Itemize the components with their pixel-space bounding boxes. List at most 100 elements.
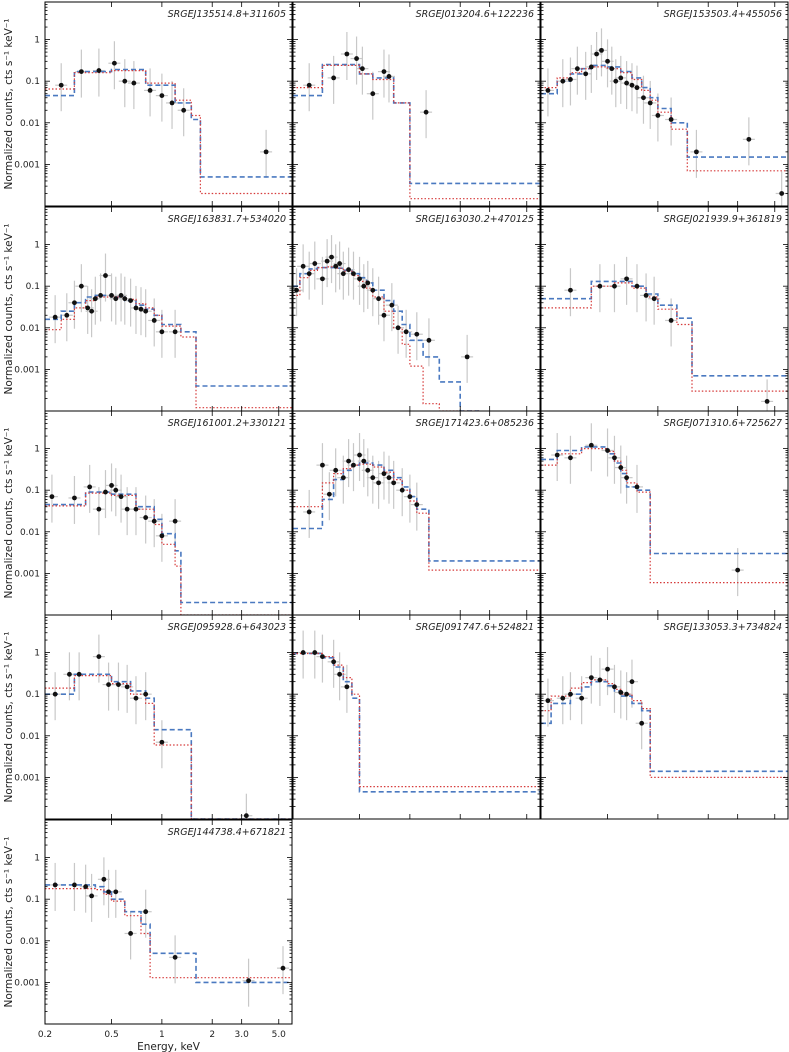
data-point: [306, 509, 312, 515]
model-line-dashed: [541, 280, 788, 377]
data-point: [109, 483, 114, 488]
model-line-dotted: [293, 463, 540, 571]
data-point: [618, 465, 624, 470]
data-point: [624, 691, 629, 697]
panel-plot-area: [293, 433, 540, 571]
data-point: [96, 68, 102, 73]
data-point: [340, 271, 346, 277]
x-tick-label: 3.0: [234, 1030, 249, 1040]
data-point: [143, 909, 149, 915]
data-point: [407, 494, 413, 500]
y-tick-label: 0.1: [26, 690, 40, 700]
data-point: [320, 276, 325, 282]
data-point: [423, 109, 429, 115]
spectrum-panel: 0.001 0.01 0.1 1 Normalized counts, cts s⁻¹ …: [3, 410, 293, 616]
data-point: [381, 471, 387, 477]
x-tick-label: 0.5: [104, 1030, 118, 1040]
data-point: [376, 296, 381, 302]
panel-plot-area: [541, 647, 788, 778]
data-point: [52, 314, 58, 320]
data-point: [312, 261, 318, 266]
data-point: [106, 889, 111, 895]
panel-frame: [540, 614, 789, 820]
panel-title: SRGEJ144738.4+671821: [168, 827, 286, 838]
data-point: [122, 78, 128, 84]
spectrum-panel: SRGEJ071310.6+725627: [540, 410, 789, 616]
data-point: [172, 518, 178, 524]
spectrum-panel: SRGEJ021939.9+361819: [540, 206, 789, 412]
data-point: [365, 467, 371, 473]
y-tick-label: 0.1: [26, 282, 40, 292]
data-point: [337, 261, 343, 266]
data-point: [294, 287, 299, 293]
panel-plot-area: [45, 253, 292, 409]
y-tick-label: 0.1: [26, 486, 40, 496]
y-tick-label: 0.001: [14, 365, 40, 375]
y-tick-label: 0.01: [20, 324, 40, 334]
data-point: [545, 88, 551, 93]
data-point: [351, 271, 356, 277]
data-point: [143, 691, 149, 697]
panel-frame: [44, 819, 293, 1025]
data-point: [113, 487, 119, 493]
panel-background: [45, 2, 292, 206]
panel-title: SRGEJ095928.6+643023: [168, 622, 286, 633]
data-point: [386, 475, 392, 481]
data-point: [357, 452, 362, 458]
data-point: [545, 698, 551, 704]
data-point: [333, 263, 339, 269]
data-point: [651, 296, 657, 302]
data-point: [337, 671, 343, 677]
data-point: [399, 487, 405, 493]
data-point: [668, 117, 674, 122]
data-point: [346, 267, 351, 273]
panel-plot-area: [45, 634, 292, 819]
panel-background: [45, 207, 292, 411]
data-point: [568, 77, 573, 82]
x-tick-label: 1: [159, 1030, 165, 1040]
data-point: [735, 567, 741, 573]
panel-frame: [44, 614, 293, 820]
data-point: [568, 691, 573, 697]
data-point: [103, 273, 108, 278]
data-point: [122, 296, 128, 302]
data-point: [624, 475, 629, 481]
data-point: [634, 85, 640, 91]
data-point: [618, 690, 624, 695]
data-point: [624, 276, 629, 282]
spectrum-panel: SRGEJ171423.6+085236: [292, 410, 541, 616]
data-point: [72, 882, 77, 888]
data-point: [83, 884, 89, 890]
data-point: [618, 75, 624, 81]
data-point: [300, 650, 306, 655]
data-point: [103, 489, 108, 495]
panel-plot-area: [293, 630, 540, 793]
panel-plot-area: [45, 857, 292, 1007]
data-point: [151, 518, 157, 524]
data-point: [312, 650, 318, 655]
data-point: [655, 113, 661, 118]
data-point: [414, 331, 420, 337]
panel-frame: [540, 1, 789, 207]
data-point: [106, 682, 111, 687]
y-tick-label: 0.001: [14, 773, 40, 783]
data-point: [118, 494, 124, 500]
data-point: [151, 318, 157, 323]
data-point: [89, 308, 95, 314]
panel-plot-area: [45, 463, 292, 615]
data-point: [78, 283, 84, 289]
data-point: [133, 695, 139, 701]
data-point: [326, 491, 332, 497]
data-point: [381, 69, 387, 74]
data-point: [133, 305, 139, 311]
model-line-dashed: [45, 673, 292, 819]
data-point: [560, 695, 566, 701]
model-line-dotted: [45, 296, 292, 409]
y-tick-label: 1: [34, 649, 40, 659]
spectrum-panel: SRGEJ133053.3+734824: [540, 614, 789, 820]
data-point: [612, 455, 617, 461]
data-point: [320, 654, 325, 660]
panel-plot-area: [293, 32, 540, 200]
x-axis-label: Energy, keV: [137, 1041, 201, 1052]
